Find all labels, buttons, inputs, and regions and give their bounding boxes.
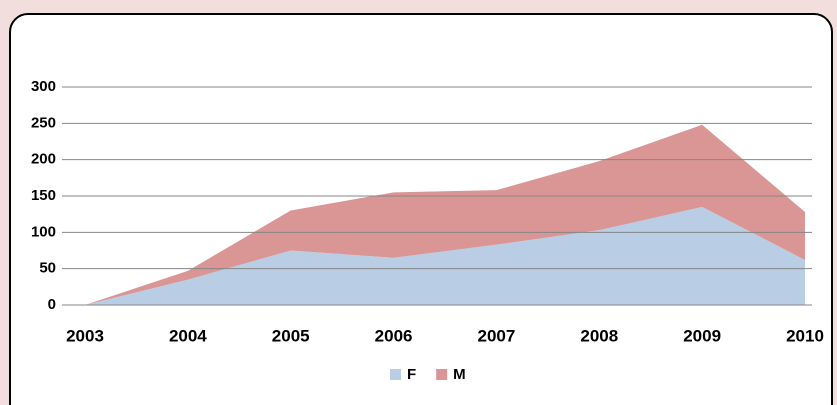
x-tick-label: 2007 bbox=[478, 326, 516, 345]
y-tick-label: 250 bbox=[31, 114, 56, 131]
y-tick-label: 300 bbox=[31, 78, 56, 95]
x-tick-label: 2009 bbox=[683, 326, 721, 345]
y-tick-label: 150 bbox=[31, 187, 56, 204]
x-tick-label: 2003 bbox=[66, 326, 104, 345]
x-tick-label: 2004 bbox=[169, 326, 207, 345]
y-tick-label: 100 bbox=[31, 223, 56, 240]
area bbox=[85, 206, 805, 305]
y-tick-label: 50 bbox=[39, 260, 56, 277]
x-tick-label: 2006 bbox=[375, 326, 413, 345]
y-tick-label: 0 bbox=[48, 296, 56, 313]
x-tick-label: 2008 bbox=[580, 326, 618, 345]
x-tick-label: 2010 bbox=[786, 326, 824, 345]
legend-label: M bbox=[453, 366, 466, 383]
legend-label: F bbox=[407, 366, 416, 383]
legend-swatch bbox=[436, 369, 448, 380]
legend-swatch bbox=[390, 369, 401, 380]
x-tick-label: 2005 bbox=[272, 326, 310, 345]
area bbox=[85, 124, 805, 305]
y-tick-label: 200 bbox=[31, 151, 56, 168]
